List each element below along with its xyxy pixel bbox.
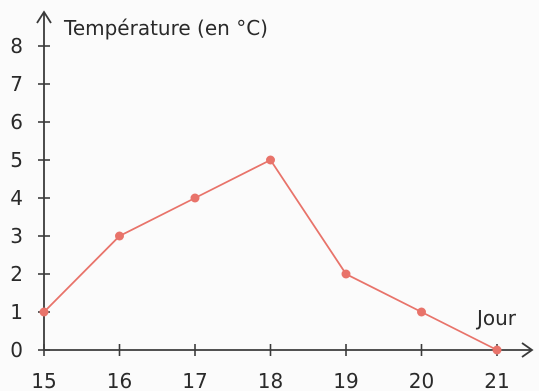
series-line (43, 158, 498, 351)
y-tick-label: 7 (10, 72, 23, 96)
x-tick-label: 21 (484, 369, 509, 391)
x-tick-label: 17 (182, 369, 207, 391)
y-tick-label: 5 (10, 148, 23, 172)
data-point (341, 269, 351, 279)
y-axis-arrow (36, 10, 52, 24)
data-point (115, 231, 124, 241)
y-tick-label: 2 (10, 262, 23, 286)
data-point (39, 307, 49, 317)
x-axis-title: Jour (475, 306, 517, 330)
data-point (417, 307, 426, 317)
axes (36, 10, 534, 358)
y-tick-label: 3 (10, 224, 23, 248)
y-tick-label: 1 (10, 300, 23, 324)
data-point (492, 345, 502, 355)
y-axis-title: Température (en °C) (63, 16, 268, 40)
series-layer (39, 155, 502, 355)
x-ticks: 15 16 17 18 19 20 21 (31, 344, 510, 391)
x-tick-label: 15 (31, 369, 56, 391)
y-tick-label: 8 (10, 34, 23, 58)
x-tick-label: 20 (409, 369, 434, 391)
y-ticks: 0 1 2 3 4 5 6 7 8 (10, 34, 50, 362)
y-tick-label: 0 (10, 338, 23, 362)
y-tick-label: 4 (10, 186, 23, 210)
x-tick-label: 16 (107, 369, 132, 391)
x-tick-label: 19 (333, 369, 358, 391)
y-tick-label: 6 (10, 110, 23, 134)
x-axis-arrow (521, 342, 534, 358)
x-tick-label: 18 (258, 369, 283, 391)
data-point (190, 193, 200, 203)
data-point (266, 155, 275, 165)
